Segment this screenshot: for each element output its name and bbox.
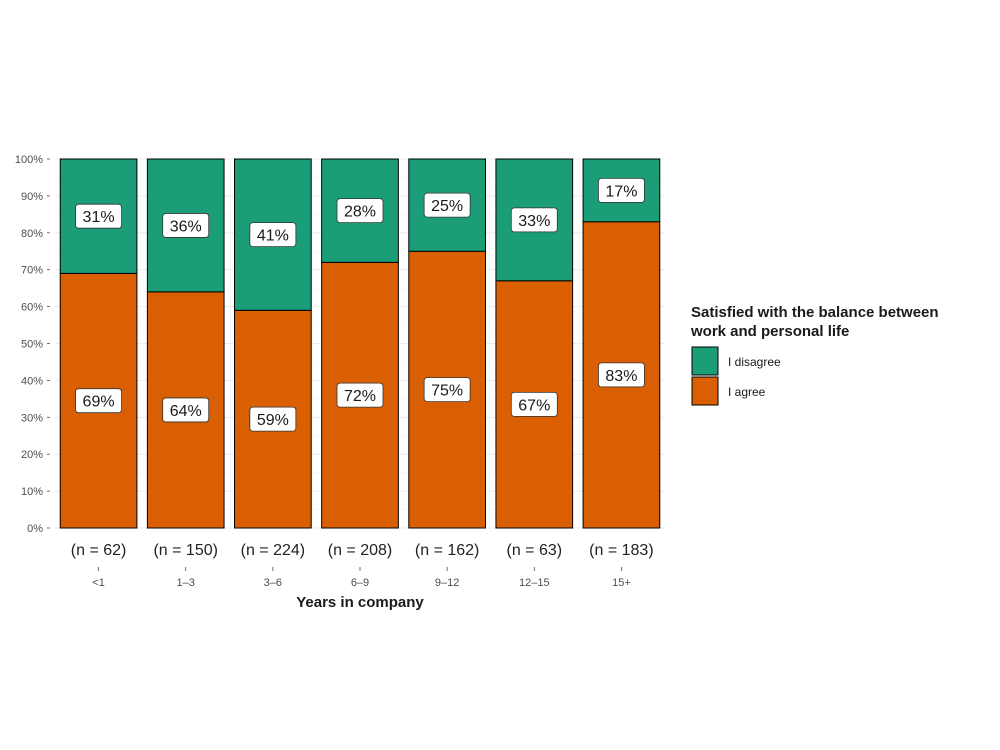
legend-label-1: I agree bbox=[728, 385, 766, 399]
x-tick-label-4: 9–12 bbox=[435, 577, 459, 589]
data-label-disagree-4-text: 25% bbox=[431, 198, 463, 215]
data-label-disagree-5: 33% bbox=[510, 207, 558, 233]
data-label-agree-6-text: 83% bbox=[605, 368, 637, 385]
data-label-agree-0: 69% bbox=[75, 388, 122, 414]
y-tick-label: 10% bbox=[21, 486, 43, 498]
legend-label-0: I disagree bbox=[728, 355, 781, 369]
x-tick-label-2: 3–6 bbox=[264, 577, 282, 589]
data-label-disagree-0-text: 31% bbox=[83, 209, 115, 226]
n-label-5: (n = 63) bbox=[506, 542, 562, 559]
legend-swatch-0 bbox=[691, 346, 719, 376]
data-label-disagree-5-box bbox=[510, 207, 558, 233]
data-label-disagree-1-box bbox=[162, 213, 210, 238]
y-tick-label: 40% bbox=[21, 375, 43, 387]
n-label-6: (n = 183) bbox=[589, 542, 653, 559]
data-label-disagree-3: 28% bbox=[336, 198, 384, 224]
y-tick-label: 0% bbox=[27, 523, 43, 535]
n-label-3: (n = 208) bbox=[328, 542, 392, 559]
y-tick-label: 60% bbox=[21, 302, 43, 314]
n-label-4: (n = 162) bbox=[415, 542, 479, 559]
x-axis: (n = 62) <1 (n = 150) 1–3 (n = 224) 3–6 (n = 2… bbox=[71, 542, 654, 589]
legend: Satisfied with the balance between work … bbox=[690, 304, 939, 406]
y-axis-ticks: 0% 10% 20% 30% 40% 50% 60% 70% 80% 90% 100% bbox=[15, 154, 50, 535]
x-tick-label-6: 15+ bbox=[612, 577, 631, 589]
data-label-agree-2-text: 59% bbox=[257, 412, 289, 429]
data-label-disagree-6-text: 17% bbox=[605, 183, 637, 200]
data-label-agree-1: 64% bbox=[162, 397, 210, 423]
y-tick-label: 100% bbox=[15, 154, 43, 166]
y-tick-label: 90% bbox=[21, 191, 43, 203]
data-label-disagree-4: 25% bbox=[423, 192, 471, 218]
legend-title-line-1: Satisfied with the balance between bbox=[691, 304, 939, 321]
x-tick-label-3: 6–9 bbox=[351, 577, 369, 589]
data-labels: 69% 31% 64% 36% 59% 41% 72% 28% 75% 25% 67% 33% 83% 1… bbox=[75, 177, 645, 432]
data-label-agree-4-text: 75% bbox=[431, 383, 463, 400]
n-label-1: (n = 150) bbox=[153, 542, 217, 559]
bar-agree-6 bbox=[582, 221, 661, 529]
data-label-disagree-1-text: 36% bbox=[170, 218, 202, 235]
data-label-disagree-3-box bbox=[336, 198, 384, 224]
data-label-agree-1-text: 64% bbox=[170, 403, 202, 420]
data-label-disagree-0: 31% bbox=[75, 203, 122, 229]
data-label-disagree-5-text: 33% bbox=[518, 213, 550, 230]
x-tick-label-5: 12–15 bbox=[519, 577, 550, 589]
y-tick-label: 30% bbox=[21, 412, 43, 424]
n-label-0: (n = 62) bbox=[71, 542, 127, 559]
legend-items: I disagree I agree bbox=[691, 346, 781, 406]
data-label-agree-5: 67% bbox=[510, 391, 558, 417]
x-axis-title: Years in company bbox=[296, 594, 424, 611]
data-label-disagree-1: 36% bbox=[162, 213, 210, 238]
data-label-agree-3: 72% bbox=[336, 382, 384, 408]
data-label-disagree-3-text: 28% bbox=[344, 204, 376, 221]
data-label-agree-2-box bbox=[249, 406, 297, 432]
x-tick-label-1: 1–3 bbox=[177, 577, 195, 589]
data-label-disagree-6: 17% bbox=[598, 177, 645, 203]
y-tick-label: 80% bbox=[21, 228, 43, 240]
y-tick-label: 50% bbox=[21, 339, 43, 351]
data-label-agree-5-box bbox=[510, 391, 558, 417]
data-label-agree-2: 59% bbox=[249, 406, 297, 432]
x-tick-label-0: <1 bbox=[92, 577, 105, 589]
y-tick-label: 20% bbox=[21, 449, 43, 461]
n-label-2: (n = 224) bbox=[241, 542, 305, 559]
data-label-disagree-6-box bbox=[598, 177, 645, 203]
data-label-disagree-0-box bbox=[75, 203, 122, 229]
data-label-agree-1-box bbox=[162, 397, 210, 423]
data-label-disagree-2-box bbox=[249, 222, 297, 248]
data-label-agree-4-box bbox=[423, 377, 471, 403]
data-label-agree-0-text: 69% bbox=[83, 394, 115, 411]
legend-swatch-1 bbox=[691, 376, 719, 406]
data-label-agree-0-box bbox=[75, 388, 122, 414]
data-label-disagree-2-text: 41% bbox=[257, 228, 289, 245]
data-label-disagree-4-box bbox=[423, 192, 471, 218]
data-label-agree-6: 83% bbox=[598, 362, 645, 388]
data-label-agree-6-box bbox=[598, 362, 645, 388]
data-label-disagree-2: 41% bbox=[249, 222, 297, 248]
data-label-agree-3-text: 72% bbox=[344, 388, 376, 405]
data-label-agree-5-text: 67% bbox=[518, 397, 550, 414]
data-label-agree-3-box bbox=[336, 382, 384, 408]
data-label-agree-4: 75% bbox=[423, 377, 471, 403]
legend-title-line-2: work and personal life bbox=[690, 323, 849, 340]
y-tick-label: 70% bbox=[21, 265, 43, 277]
